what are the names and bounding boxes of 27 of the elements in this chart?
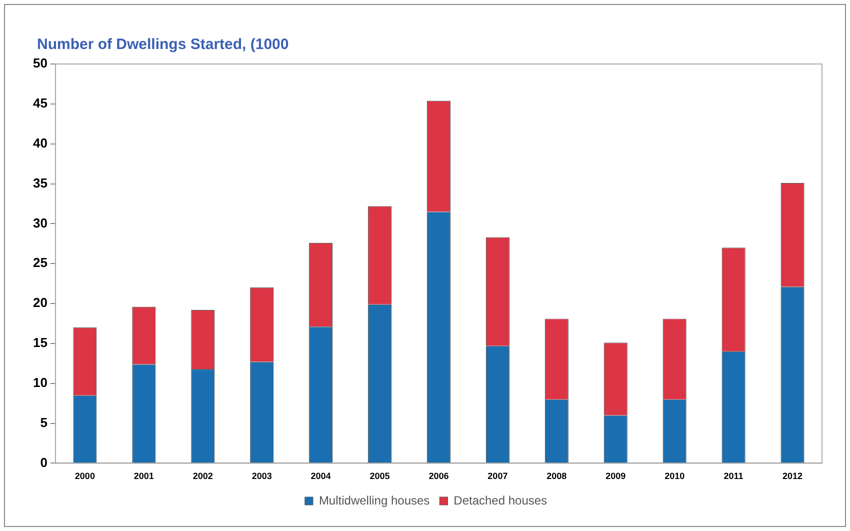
y-tick-label: 35 <box>32 175 48 190</box>
y-tick-label: 30 <box>32 215 48 230</box>
x-tick-label: 2002 <box>192 471 213 482</box>
y-tick-label: 20 <box>32 295 48 310</box>
x-tick-label: 2009 <box>606 471 626 482</box>
y-tick-label: 0 <box>40 454 48 470</box>
y-tick-label: 50 <box>32 56 48 71</box>
y-tick-label: 10 <box>32 374 48 390</box>
chart-title: Number of Dwellings Started, (1000 <box>37 36 289 53</box>
y-tick-label: 5 <box>40 414 48 430</box>
y-tick-label: 15 <box>32 335 48 350</box>
x-tick-label: 2001 <box>134 471 154 482</box>
y-tick-label: 25 <box>32 255 48 270</box>
x-tick-label: 2011 <box>724 471 744 482</box>
y-tick-label: 40 <box>32 135 48 150</box>
x-tick-label: 2012 <box>782 471 803 482</box>
legend-label: Detached houses <box>454 493 548 508</box>
x-tick-label: 2007 <box>488 471 508 482</box>
x-tick-label: 2008 <box>546 471 567 482</box>
x-tick-label: 2003 <box>252 471 272 482</box>
x-tick-label: 2006 <box>428 471 449 482</box>
x-tick-label: 2010 <box>664 471 685 482</box>
x-tick-label: 2000 <box>74 471 95 482</box>
x-tick-label: 2004 <box>310 471 331 482</box>
legend-label: Multidwelling houses <box>318 493 430 508</box>
y-tick-label: 45 <box>32 96 48 110</box>
x-tick-label: 2005 <box>370 471 390 482</box>
